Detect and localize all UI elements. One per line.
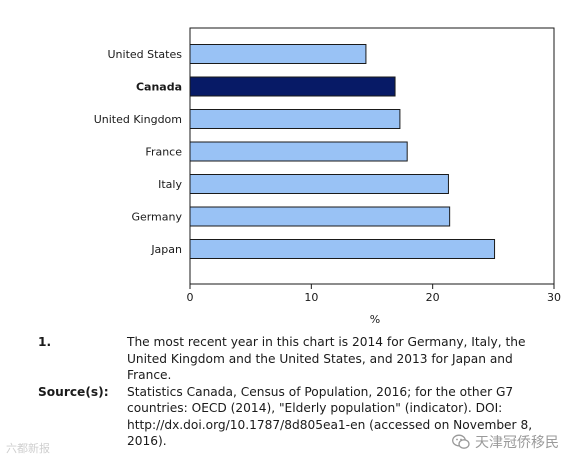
category-labels: United States Canada United Kingdom France I…	[94, 48, 183, 256]
note-1: 1. The most recent year in this chart is…	[38, 334, 558, 384]
bars-group	[189, 44, 496, 259]
source-note: Source(s): Statistics Canada, Census of …	[38, 384, 558, 450]
category-label-italy: Italy	[158, 178, 182, 191]
category-label-united-states: United States	[108, 48, 183, 61]
note-1-key: 1.	[38, 335, 52, 349]
bar-chart: United States Canada United Kingdom France I…	[94, 27, 561, 326]
category-label-france: France	[145, 146, 182, 159]
notes: 1. The most recent year in this chart is…	[38, 334, 558, 450]
bar-italy	[189, 174, 449, 194]
watermark-right: 天津冠侨移民	[452, 432, 559, 452]
x-axis-title: %	[370, 313, 380, 326]
bar-japan	[189, 239, 496, 259]
wechat-icon	[452, 434, 470, 449]
bar-france	[189, 141, 408, 162]
x-tick-label-20: 20	[426, 291, 440, 304]
note-1-text: The most recent year in this chart is 20…	[127, 335, 526, 382]
category-label-canada: Canada	[136, 81, 182, 94]
source-text: Statistics Canada, Census of Population,…	[127, 384, 533, 449]
x-axis-ticks: 0 10 20 30	[187, 284, 561, 304]
category-label-japan: Japan	[150, 243, 182, 256]
x-tick-label-30: 30	[547, 291, 561, 304]
bar-germany	[189, 206, 451, 227]
x-tick-label-0: 0	[187, 291, 194, 304]
x-tick-label-10: 10	[304, 291, 318, 304]
watermark-left: 六都新报	[6, 442, 50, 455]
category-label-germany: Germany	[131, 211, 182, 224]
watermark-right-text: 天津冠侨移民	[475, 435, 559, 451]
category-label-united-kingdom: United Kingdom	[94, 113, 182, 126]
bar-canada	[189, 76, 396, 97]
bar-united-kingdom	[189, 109, 401, 129]
source-key: Source(s):	[38, 384, 109, 399]
bar-united-states	[189, 44, 367, 64]
